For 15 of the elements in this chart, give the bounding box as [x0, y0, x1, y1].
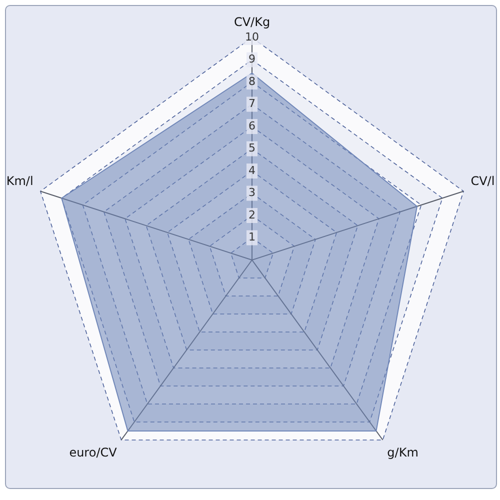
y-tick-label: 2 — [248, 208, 256, 222]
y-tick-label: 5 — [248, 142, 256, 155]
spoke-label: euro/CV — [69, 445, 118, 460]
spoke-label: CV/Kg — [234, 14, 270, 29]
y-tick-label: 8 — [248, 74, 256, 88]
y-tick-label: 3 — [248, 186, 256, 200]
spoke-label: Km/l — [6, 174, 34, 188]
spoke-label: g/Km — [387, 445, 418, 460]
y-tick-label: 1 — [248, 230, 256, 244]
y-tick-label: 4 — [248, 164, 256, 177]
y-tick-label: 6 — [248, 119, 256, 132]
y-tick-label: 7 — [248, 97, 256, 110]
y-tick-label: 10 — [245, 30, 259, 44]
spoke-label: CV/l — [470, 174, 495, 188]
y-tick-label: 9 — [248, 52, 256, 66]
